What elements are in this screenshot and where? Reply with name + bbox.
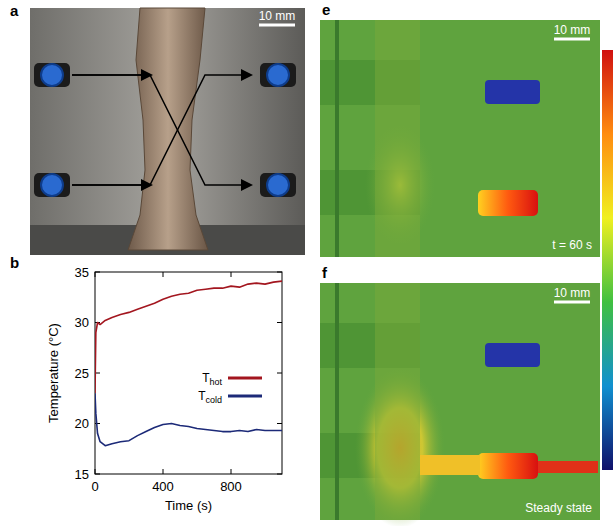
support-rod [335, 20, 339, 257]
photo-a: 10 mm [30, 8, 305, 255]
photo-background [30, 8, 305, 255]
legend-label-sub: hot [209, 377, 222, 387]
clamp [34, 63, 70, 87]
cold-tube [485, 343, 540, 367]
scale-bar-label: 10 mm [259, 9, 296, 23]
x-tick-label: 400 [152, 479, 174, 494]
y-tick [277, 423, 282, 424]
y-tick [95, 272, 100, 273]
clamp [260, 173, 296, 197]
x-tick [95, 272, 96, 277]
x-tick [231, 272, 232, 277]
panel-letter: f [322, 264, 328, 281]
sample [375, 20, 420, 257]
legend-swatch [228, 377, 262, 380]
x-tick [163, 272, 164, 277]
scale-bar-label: 10 mm [554, 23, 591, 37]
y-tick [277, 474, 282, 475]
flow-arrow [72, 74, 150, 76]
y-tick-label: 15 [75, 467, 89, 482]
legend-swatch [228, 395, 262, 398]
x-tick [163, 469, 164, 474]
clamp-knob [267, 174, 289, 196]
clamp [34, 173, 70, 197]
thermal-image: 10 mm t = 60 s [320, 20, 600, 257]
scale-bar [259, 24, 295, 27]
y-tick-label: 25 [75, 366, 89, 381]
y-tick-label: 20 [75, 416, 89, 431]
panel-letter: b [10, 254, 19, 271]
thermal-image: 10 mm Steady state [320, 283, 600, 526]
color-bar [602, 50, 613, 470]
figure: a 10 mm e 10 mm t = 60 s f 10 mm Steady state b 1… [0, 0, 616, 526]
x-tick [231, 469, 232, 474]
flow-arrow [72, 75, 250, 185]
y-tick [277, 322, 282, 323]
chart: 15 20 25 30 35 0 400 800 Time (s) Temperature (°C… [46, 265, 282, 514]
scale-bar [554, 301, 590, 304]
hot-tube [478, 190, 538, 216]
sample [375, 283, 420, 520]
series-group [95, 281, 282, 446]
hot-stream [420, 455, 480, 475]
legend-label-sub: cold [205, 395, 222, 405]
flow-arrow [72, 184, 150, 186]
plot-frame [95, 272, 282, 474]
clamp-knob [41, 64, 63, 86]
y-axis-title: Temperature (°C) [46, 323, 61, 423]
y-tick [277, 373, 282, 374]
y-tick-label: 35 [75, 265, 89, 280]
hot-stream [538, 461, 598, 473]
support-rod [335, 283, 339, 520]
legend-label: Thot [202, 371, 222, 387]
y-tick [95, 474, 100, 475]
series-line [95, 281, 282, 393]
sample-tube [128, 8, 208, 250]
panel-letter: a [10, 2, 19, 19]
scale-bar [554, 38, 590, 41]
clamp [260, 63, 296, 87]
clamp-knob [41, 174, 63, 196]
hot-tube [478, 453, 538, 479]
series-line [95, 393, 282, 446]
cold-tube [485, 80, 540, 104]
x-axis-title: Time (s) [165, 498, 212, 513]
scale-bar-label: 10 mm [554, 286, 591, 300]
y-tick [277, 272, 282, 273]
legend-label: Tcold [198, 389, 222, 405]
x-tick [95, 469, 96, 474]
flow-arrow [72, 75, 250, 185]
x-tick-label: 0 [91, 479, 98, 494]
caption: Steady state [525, 501, 592, 515]
caption: t = 60 s [552, 238, 592, 252]
y-tick-label: 30 [75, 315, 89, 330]
x-tick-label: 800 [220, 479, 242, 494]
thermal-background [320, 20, 600, 257]
panel-letter: e [322, 1, 330, 18]
clamp-knob [267, 64, 289, 86]
